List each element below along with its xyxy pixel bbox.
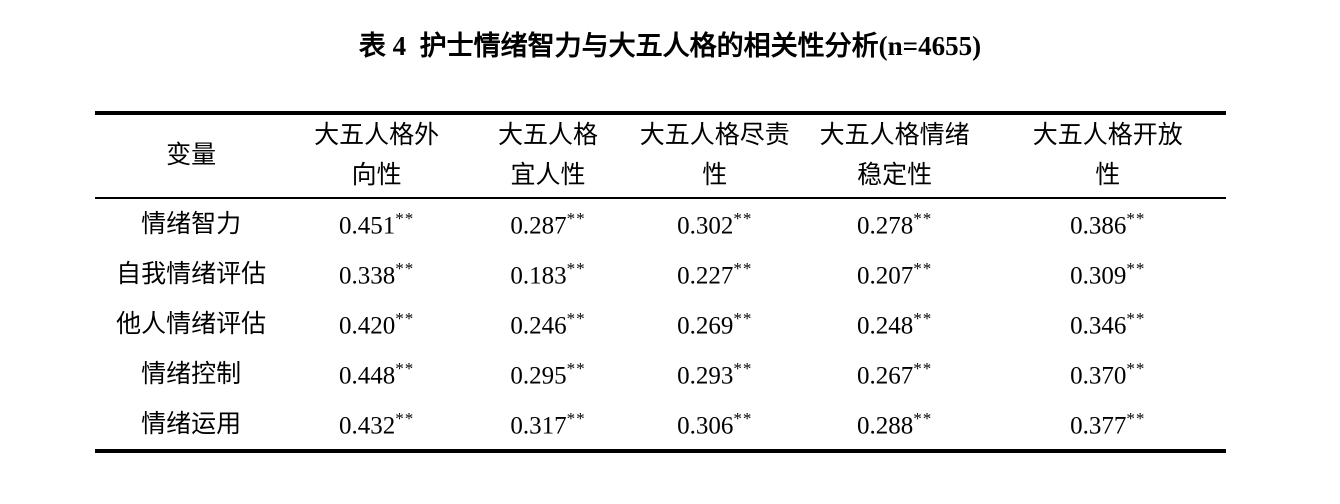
cell-value: 0.295** (510, 359, 586, 390)
significance-marker: ** (395, 409, 415, 429)
cell-value: 0.207** (856, 259, 933, 290)
cell-value: 0.432** (338, 409, 415, 440)
header-row: 变量 大五人格外 向性 大五人格 宜人性 大五人格尽责 性 大五人格情绪 稳定性… (95, 113, 1226, 200)
significance-marker: ** (566, 259, 586, 279)
significance-marker: ** (1126, 409, 1146, 429)
cell-value: 0.451** (338, 209, 415, 240)
column-header-emotional-stability: 大五人格情绪 稳定性 (799, 113, 990, 200)
significance-marker: ** (913, 409, 933, 429)
table-row: 情绪控制 0.448** 0.295** 0.293** 0.267** 0.3… (95, 349, 1226, 399)
significance-marker: ** (733, 209, 753, 229)
row-label: 情绪控制 (141, 360, 242, 388)
cell-value: 0.293** (677, 359, 753, 390)
significance-marker: ** (395, 359, 415, 379)
table-row: 情绪智力 0.451** 0.287** 0.302** 0.278** 0.3… (95, 198, 1226, 249)
cell-value: 0.386** (1070, 209, 1146, 240)
significance-marker: ** (913, 209, 933, 229)
table-caption: 表 4 护士情绪智力与大五人格的相关性分析(n=4655) (358, 31, 982, 61)
cell-value: 0.278** (856, 209, 933, 240)
cell-value: 0.267** (856, 359, 933, 390)
column-header-variable: 变量 (95, 113, 288, 200)
significance-marker: ** (395, 259, 415, 279)
significance-marker: ** (566, 409, 586, 429)
significance-marker: ** (1126, 209, 1146, 229)
cell-value: 0.246** (510, 309, 586, 340)
significance-marker: ** (1126, 259, 1146, 279)
table-row: 他人情绪评估 0.420** 0.246** 0.269** 0.248** 0… (95, 299, 1226, 349)
row-label: 他人情绪评估 (116, 310, 267, 338)
column-header-conscientiousness: 大五人格尽责 性 (629, 113, 800, 200)
column-header-extraversion: 大五人格外 向性 (287, 113, 466, 200)
cell-value: 0.370** (1070, 359, 1146, 390)
table-row: 情绪运用 0.432** 0.317** 0.306** 0.288** 0.3… (95, 399, 1226, 451)
significance-marker: ** (733, 359, 753, 379)
significance-marker: ** (913, 359, 933, 379)
significance-marker: ** (395, 209, 415, 229)
significance-marker: ** (566, 209, 586, 229)
significance-marker: ** (566, 359, 586, 379)
table-row: 自我情绪评估 0.338** 0.183** 0.227** 0.207** 0… (95, 249, 1226, 299)
cell-value: 0.302** (677, 209, 753, 240)
significance-marker: ** (395, 309, 415, 329)
significance-marker: ** (1126, 359, 1146, 379)
cell-value: 0.306** (677, 409, 753, 440)
row-label: 情绪运用 (141, 410, 242, 438)
significance-marker: ** (913, 309, 933, 329)
significance-marker: ** (913, 259, 933, 279)
significance-marker: ** (733, 309, 753, 329)
significance-marker: ** (733, 409, 753, 429)
cell-value: 0.183** (510, 259, 586, 290)
correlation-table: 变量 大五人格外 向性 大五人格 宜人性 大五人格尽责 性 大五人格情绪 稳定性… (95, 111, 1226, 454)
cell-value: 0.420** (338, 309, 415, 340)
row-label: 情绪智力 (141, 210, 242, 238)
significance-marker: ** (566, 309, 586, 329)
row-label: 自我情绪评估 (116, 260, 267, 288)
cell-value: 0.309** (1070, 259, 1146, 290)
cell-value: 0.448** (338, 359, 415, 390)
cell-value: 0.317** (510, 409, 586, 440)
cell-value: 0.346** (1070, 309, 1146, 340)
column-header-openness: 大五人格开放 性 (989, 113, 1226, 200)
column-header-agreeableness: 大五人格 宜人性 (465, 113, 630, 200)
significance-marker: ** (733, 259, 753, 279)
cell-value: 0.377** (1070, 409, 1146, 440)
cell-value: 0.227** (677, 259, 753, 290)
cell-value: 0.338** (338, 259, 415, 290)
cell-value: 0.269** (677, 309, 753, 340)
cell-value: 0.288** (856, 409, 933, 440)
cell-value: 0.287** (510, 209, 586, 240)
significance-marker: ** (1126, 309, 1146, 329)
cell-value: 0.248** (856, 309, 933, 340)
